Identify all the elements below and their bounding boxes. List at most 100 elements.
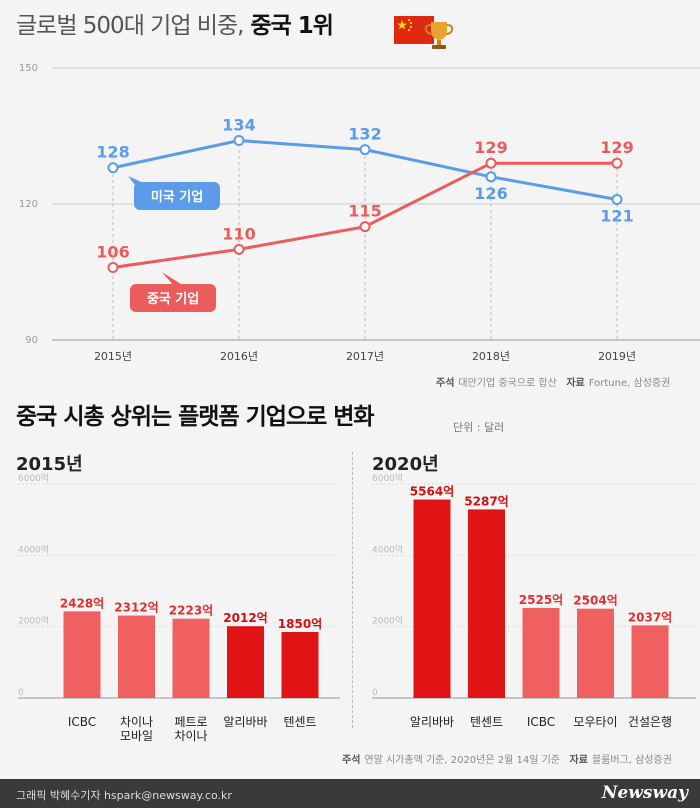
- bar-value-label: 5287억: [464, 494, 508, 508]
- bar: [172, 618, 210, 698]
- category-label: 텐센트: [470, 715, 503, 729]
- chart-title: 글로벌 500대 기업 비중, 중국 1위: [16, 6, 334, 40]
- data-point: [107, 261, 119, 273]
- note-text: 연말 시가총액 기준, 2020년은 2월 14일 기준: [364, 755, 560, 766]
- bar-value-label: 2428억: [60, 596, 104, 610]
- data-label: 106: [96, 242, 129, 261]
- y-tick-label: 2000억: [18, 615, 49, 627]
- note-label: 주석: [436, 378, 455, 389]
- y-tick-label: 90: [25, 335, 38, 346]
- data-point: [233, 243, 245, 255]
- bar: [577, 608, 614, 698]
- source-text: Fortune, 삼성증권: [588, 378, 671, 389]
- category-label: 건설은행: [628, 714, 672, 729]
- data-point: [485, 157, 497, 169]
- title-light: 글로벌 500대 기업 비중,: [16, 13, 244, 39]
- bar-value-label: 2012억: [223, 611, 267, 625]
- bar-value-label: 2312억: [114, 601, 158, 615]
- category-label: 모우타이: [573, 715, 617, 729]
- data-label: 128: [96, 143, 129, 162]
- x-tick-label: 2018년: [472, 350, 510, 363]
- y-tick-label: 0: [18, 688, 24, 698]
- trophy-icon: [422, 18, 456, 52]
- data-label: 134: [222, 116, 255, 135]
- data-label: 132: [348, 125, 381, 144]
- line-chart: 150 120 90 2015년 2016년 2017년 2018년 2019년 128 134…: [19, 63, 700, 363]
- data-label: 126: [474, 184, 507, 203]
- data-point: [359, 144, 371, 156]
- title-bold: 중국 1위: [250, 13, 333, 39]
- category-label: 차이나: [174, 729, 207, 743]
- note-top: 주석 대만기업 중국으로 합산 자료 Fortune, 삼성증권: [436, 374, 670, 389]
- x-tick-label: 2015년: [94, 350, 132, 363]
- legend-us: [134, 182, 220, 210]
- bar: [413, 499, 451, 698]
- section-title: 중국 시총 상위는 플랫폼 기업으로 변화: [16, 404, 375, 430]
- footer: 그래픽 박혜수기자 hspark@newsway.co.kr Newsway: [0, 779, 700, 808]
- source-label: 자료: [569, 755, 588, 766]
- year-2015-heading: 2015년: [16, 454, 83, 475]
- credit: 그래픽 박혜수기자 hspark@newsway.co.kr: [16, 789, 232, 802]
- legend-cn: [130, 284, 216, 312]
- bar-chart-2015: 6000억4000억2000억02428억ICBC2312억차이나모바일2223…: [18, 472, 340, 743]
- data-point: [485, 171, 497, 183]
- y-tick-label: 150: [19, 63, 38, 74]
- year-2020-heading: 2020년: [372, 454, 439, 475]
- data-label: 129: [600, 138, 633, 157]
- category-label: 텐센트: [283, 715, 316, 729]
- category-label: 알리바바: [410, 715, 454, 729]
- note-label: 주석: [342, 755, 361, 766]
- x-tick-label: 2016년: [220, 350, 258, 363]
- china-flag-icon: [394, 16, 434, 44]
- bar: [281, 632, 319, 698]
- bar: [227, 626, 264, 698]
- legend-cn-label: 중국 기업: [147, 292, 199, 307]
- data-point: [611, 193, 623, 205]
- x-tick-label: 2017년: [346, 350, 384, 363]
- data-point: [611, 157, 623, 169]
- y-tick-label: 4000억: [372, 543, 403, 555]
- data-label: 121: [600, 206, 633, 225]
- legend-us-pointer: [128, 176, 150, 194]
- legend-us-label: 미국 기업: [151, 189, 203, 205]
- newsway-logo: Newsway: [601, 783, 688, 803]
- category-label: ICBC: [527, 715, 555, 729]
- y-tick-label: 6000억: [18, 472, 49, 484]
- unit-label: 단위 : 달러: [453, 421, 505, 434]
- bar-value-label: 5564억: [410, 485, 454, 499]
- data-label: 110: [222, 224, 255, 243]
- bar: [118, 615, 155, 698]
- bar-value-label: 2223억: [169, 604, 213, 618]
- legend-cn-pointer: [162, 272, 184, 286]
- y-tick-label: 6000억: [372, 472, 403, 484]
- y-tick-label: 2000억: [372, 615, 403, 627]
- source-label: 자료: [566, 378, 585, 389]
- category-label: 알리바바: [223, 715, 267, 729]
- source-text: 블룸버그, 삼성증권: [591, 755, 672, 766]
- bar: [63, 611, 101, 698]
- category-label: 차이나: [120, 715, 153, 729]
- data-label: 115: [348, 202, 381, 221]
- y-tick-label: 0: [372, 688, 378, 698]
- data-label: 129: [474, 138, 507, 157]
- y-tick-label: 120: [19, 199, 38, 210]
- x-tick-label: 2019년: [598, 350, 636, 363]
- category-label: ICBC: [68, 715, 96, 729]
- bar: [468, 509, 505, 698]
- bar-value-label: 1850억: [278, 617, 322, 631]
- data-point: [107, 162, 119, 174]
- data-point: [359, 221, 371, 233]
- data-point: [233, 135, 245, 147]
- category-label: 페트로: [174, 715, 207, 729]
- bar: [522, 607, 560, 698]
- bar: [631, 625, 669, 698]
- bar-value-label: 2037억: [628, 610, 672, 624]
- bar-value-label: 2504억: [573, 594, 617, 608]
- note-text: 대만기업 중국으로 합산: [458, 378, 557, 389]
- bar-value-label: 2525억: [519, 593, 563, 607]
- note-bottom: 주석 연말 시가총액 기준, 2020년은 2월 14일 기준 자료 블룸버그, 삼…: [342, 751, 672, 766]
- y-tick-label: 4000억: [18, 543, 49, 555]
- category-label: 모바일: [120, 729, 153, 743]
- divider: [352, 452, 353, 728]
